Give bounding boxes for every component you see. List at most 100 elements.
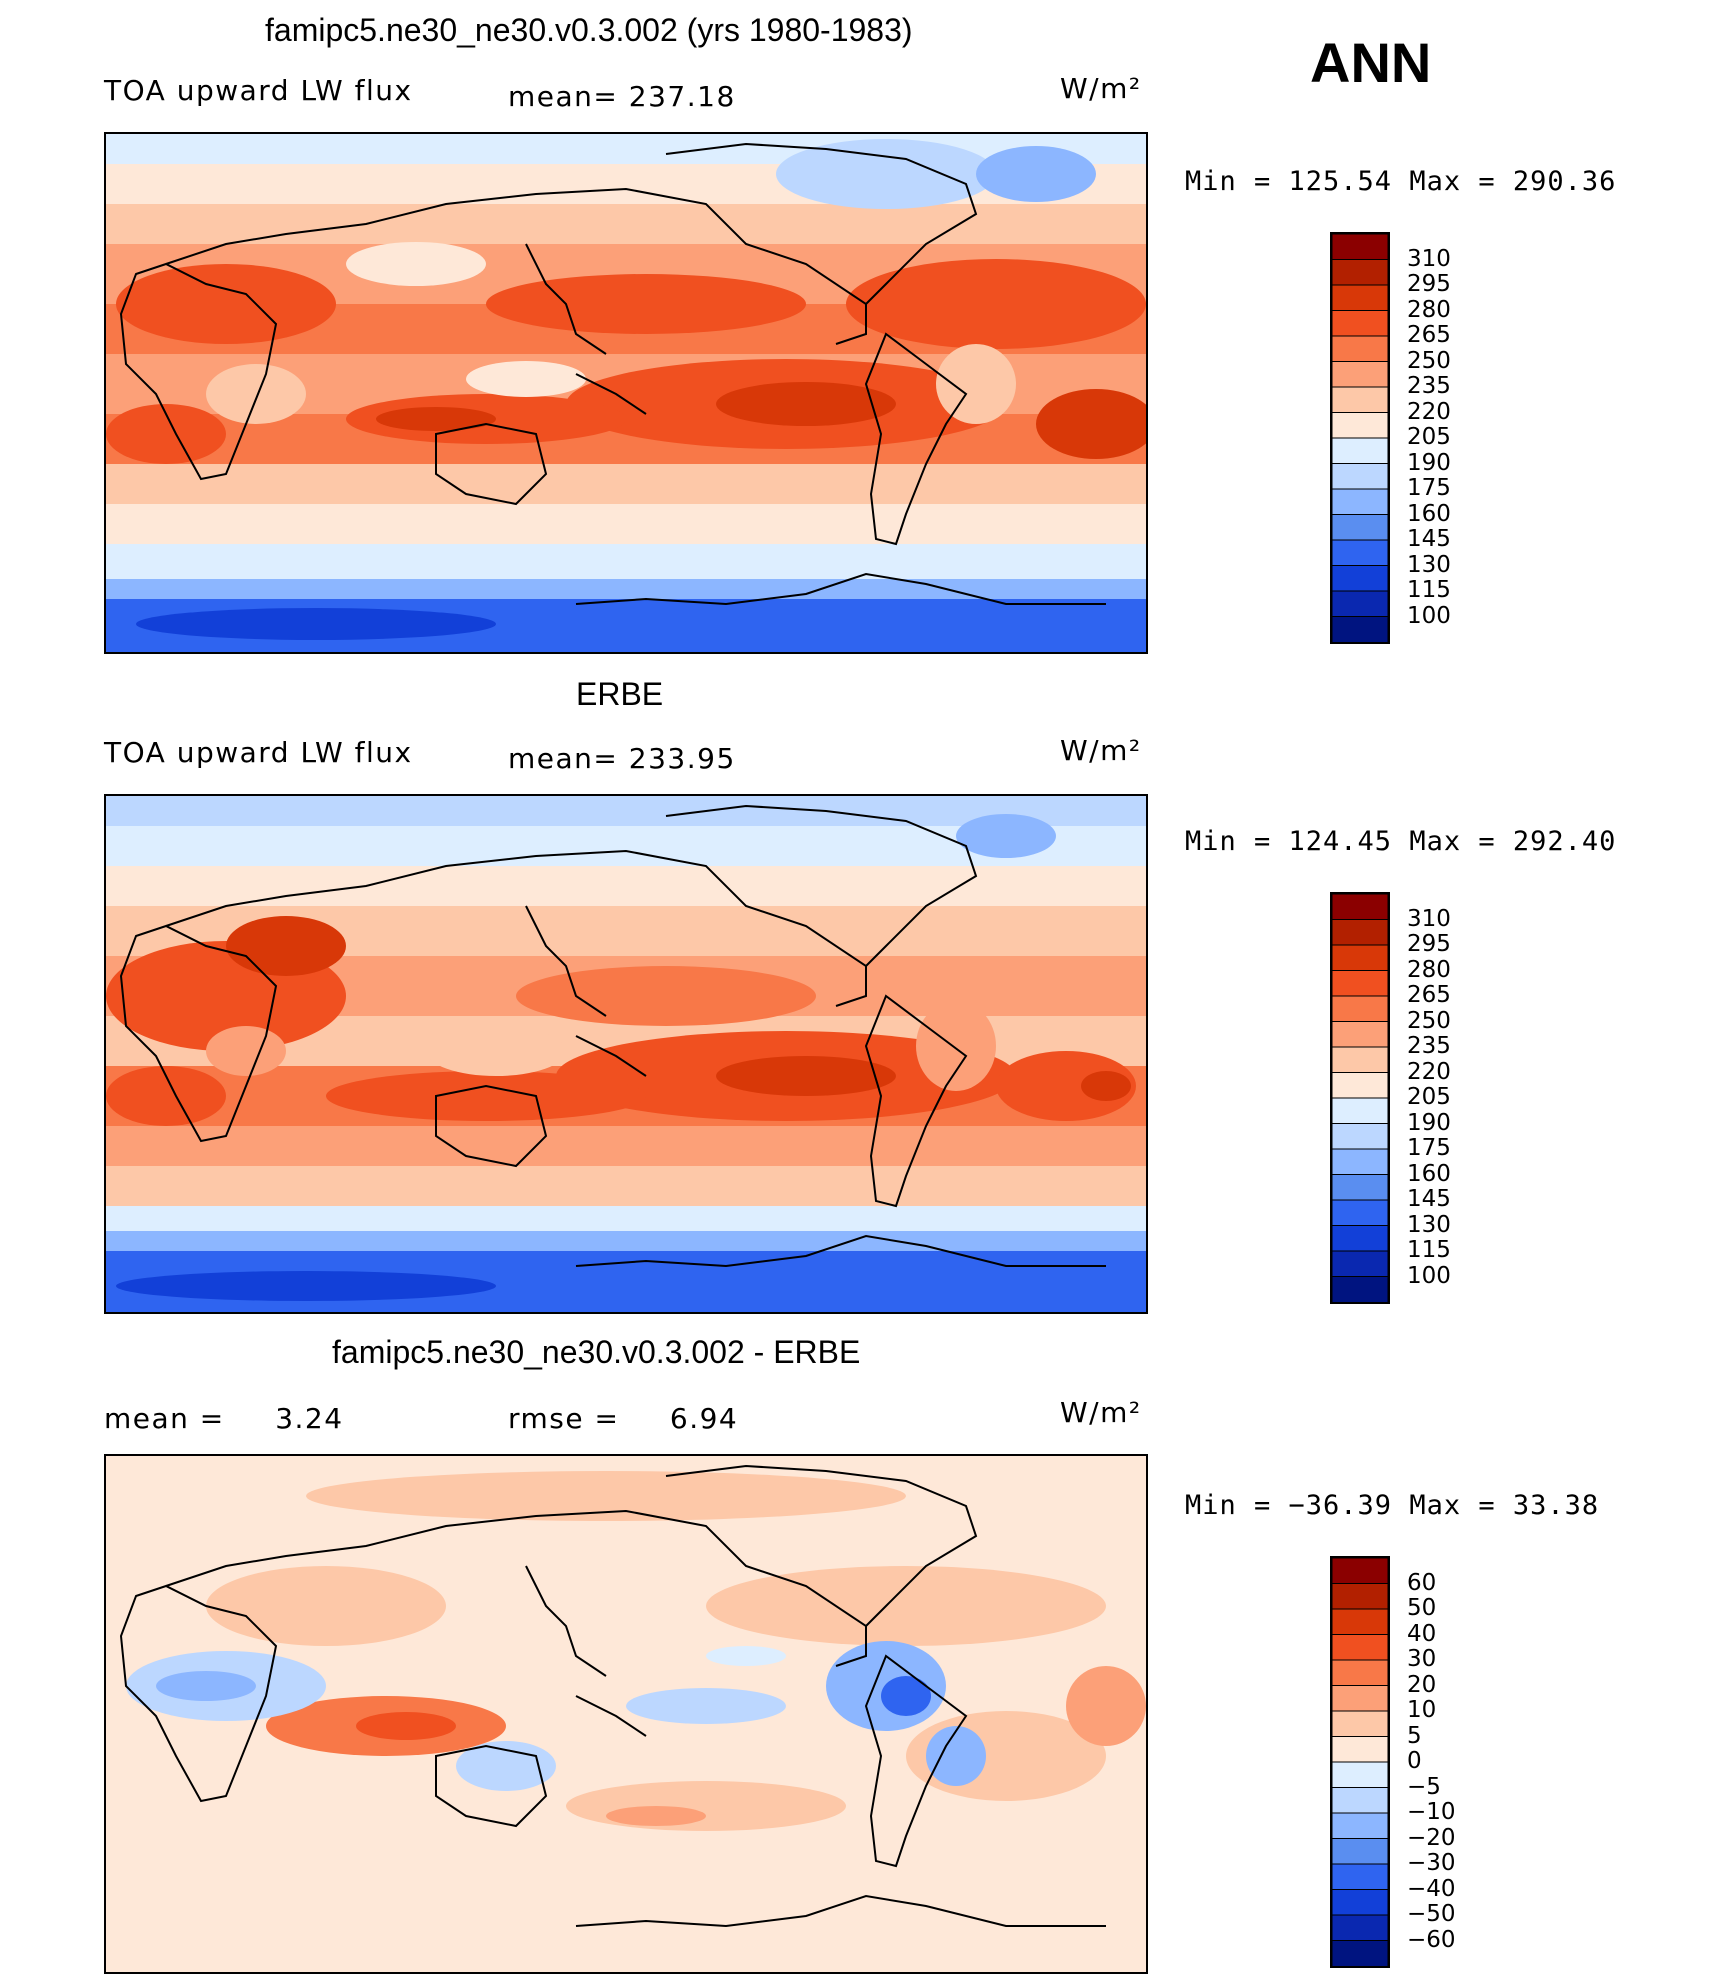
panel-1-mean: mean= 237.18 xyxy=(508,80,736,113)
colorbar-swatch xyxy=(1332,361,1388,388)
panel-1-minmax: Min = 125.54 Max = 290.36 xyxy=(1185,166,1617,197)
colorbar-model xyxy=(1330,232,1390,644)
colorbar-tick-label: 310 xyxy=(1407,905,1451,932)
colorbar-swatch xyxy=(1332,944,1388,972)
colorbar-tick-label: 295 xyxy=(1407,271,1451,297)
panel-2-mean: mean= 233.95 xyxy=(508,742,736,775)
colorbar-swatch xyxy=(1332,310,1388,337)
colorbar-swatch xyxy=(1332,1608,1388,1636)
colorbar-swatch xyxy=(1332,1276,1388,1302)
colorbar-swatch xyxy=(1332,1021,1388,1048)
colorbar-swatch xyxy=(1332,1225,1388,1252)
colorbar-swatch xyxy=(1332,514,1388,541)
panel-3-rmse: rmse = 6.94 xyxy=(508,1402,738,1435)
colorbar-swatch xyxy=(1332,590,1388,618)
colorbar-obs-swatches xyxy=(1332,894,1388,1302)
colorbar-swatch xyxy=(1332,1914,1388,1942)
map-diff xyxy=(104,1454,1148,1974)
colorbar-swatch xyxy=(1332,1889,1388,1916)
colorbar-swatch xyxy=(1332,616,1388,642)
colorbar-tick-label: 115 xyxy=(1407,577,1451,603)
panel-2-variable: TOA upward LW flux xyxy=(104,736,413,769)
colorbar-swatch xyxy=(1332,1199,1388,1227)
colorbar-swatch xyxy=(1332,970,1388,997)
season-label: ANN xyxy=(1310,31,1432,94)
colorbar-tick-label: 205 xyxy=(1407,1084,1451,1110)
colorbar-swatch xyxy=(1332,1174,1388,1201)
colorbar-tick-label: 265 xyxy=(1407,982,1451,1008)
colorbar-tick-label: 145 xyxy=(1407,1186,1451,1212)
colorbar-swatch xyxy=(1332,1710,1388,1738)
colorbar-swatch xyxy=(1332,1123,1388,1150)
colorbar-swatch xyxy=(1332,437,1388,465)
colorbar-tick-label: 220 xyxy=(1407,398,1451,425)
colorbar-swatch xyxy=(1332,919,1388,946)
colorbar-tick-label: 60 xyxy=(1407,1569,1437,1596)
panel-2-title: ERBE xyxy=(576,676,664,712)
colorbar-diff-swatches xyxy=(1332,1558,1388,1966)
panel-3-mean: mean = 3.24 xyxy=(104,1402,344,1435)
colorbar-swatch xyxy=(1332,1685,1388,1712)
colorbar-tick-label: 160 xyxy=(1407,1160,1451,1187)
colorbar-tick-label: 5 xyxy=(1407,1722,1422,1749)
colorbar-swatch xyxy=(1332,259,1388,286)
colorbar-tick-label: 40 xyxy=(1407,1620,1437,1647)
panel-3-rmse-label: rmse = xyxy=(508,1402,620,1435)
colorbar-tick-label: −50 xyxy=(1407,1901,1456,1927)
colorbar-swatch xyxy=(1332,1761,1388,1789)
colorbar-obs xyxy=(1330,892,1390,1304)
colorbar-swatch xyxy=(1332,565,1388,592)
colorbar-swatch xyxy=(1332,1250,1388,1278)
colorbar-tick-label: −30 xyxy=(1407,1850,1456,1876)
map-model-field xyxy=(106,134,1146,652)
panel-1-mean-label: mean= xyxy=(508,80,619,113)
map-model xyxy=(104,132,1148,654)
colorbar-tick-label: −5 xyxy=(1407,1773,1441,1800)
panel-2-units: W/m² xyxy=(1060,734,1142,767)
colorbar-tick-label: 30 xyxy=(1407,1646,1437,1672)
colorbar-tick-label: −60 xyxy=(1407,1926,1456,1953)
colorbar-swatch xyxy=(1332,894,1388,921)
colorbar-tick-label: −40 xyxy=(1407,1875,1456,1902)
colorbar-swatch xyxy=(1332,1812,1388,1840)
colorbar-swatch xyxy=(1332,1558,1388,1585)
colorbar-tick-label: 130 xyxy=(1407,1211,1451,1238)
panel-3-mean-label: mean = xyxy=(104,1402,225,1435)
colorbar-swatch xyxy=(1332,1838,1388,1865)
colorbar-diff xyxy=(1330,1556,1390,1968)
colorbar-swatch xyxy=(1332,463,1388,490)
colorbar-tick-label: 295 xyxy=(1407,931,1451,957)
colorbar-tick-label: 250 xyxy=(1407,1007,1451,1034)
colorbar-tick-label: −20 xyxy=(1407,1824,1456,1851)
colorbar-tick-label: −10 xyxy=(1407,1799,1456,1825)
colorbar-tick-label: 280 xyxy=(1407,956,1451,983)
colorbar-swatch xyxy=(1332,1863,1388,1891)
colorbar-swatch xyxy=(1332,1097,1388,1125)
panel-2-mean-value: 233.95 xyxy=(628,742,736,775)
colorbar-tick-label: 175 xyxy=(1407,475,1451,501)
colorbar-tick-label: 250 xyxy=(1407,347,1451,374)
panel-2-mean-label: mean= xyxy=(508,742,619,775)
colorbar-tick-label: 20 xyxy=(1407,1671,1437,1698)
panel-3-minmax: Min = −36.39 Max = 33.38 xyxy=(1185,1490,1600,1521)
colorbar-swatch xyxy=(1332,1736,1388,1763)
colorbar-swatch xyxy=(1332,234,1388,261)
map-obs-field xyxy=(106,796,1146,1312)
colorbar-tick-label: 220 xyxy=(1407,1058,1451,1085)
colorbar-tick-label: 265 xyxy=(1407,322,1451,348)
panel-1-title: famipc5.ne30_ne30.v0.3.002 (yrs 1980-198… xyxy=(265,12,913,48)
colorbar-tick-label: 235 xyxy=(1407,373,1451,399)
colorbar-swatch xyxy=(1332,386,1388,414)
map-diff-field xyxy=(106,1456,1146,1972)
colorbar-swatch xyxy=(1332,284,1388,312)
colorbar-swatch xyxy=(1332,1072,1388,1099)
panel-1-mean-value: 237.18 xyxy=(628,80,736,113)
colorbar-swatch xyxy=(1332,995,1388,1023)
colorbar-swatch xyxy=(1332,335,1388,363)
colorbar-swatch xyxy=(1332,488,1388,516)
panel-3-title: famipc5.ne30_ne30.v0.3.002 - ERBE xyxy=(332,1334,861,1370)
colorbar-tick-label: 100 xyxy=(1407,1262,1451,1289)
colorbar-tick-label: 175 xyxy=(1407,1135,1451,1161)
colorbar-tick-label: 50 xyxy=(1407,1595,1437,1621)
colorbar-swatch xyxy=(1332,1583,1388,1610)
